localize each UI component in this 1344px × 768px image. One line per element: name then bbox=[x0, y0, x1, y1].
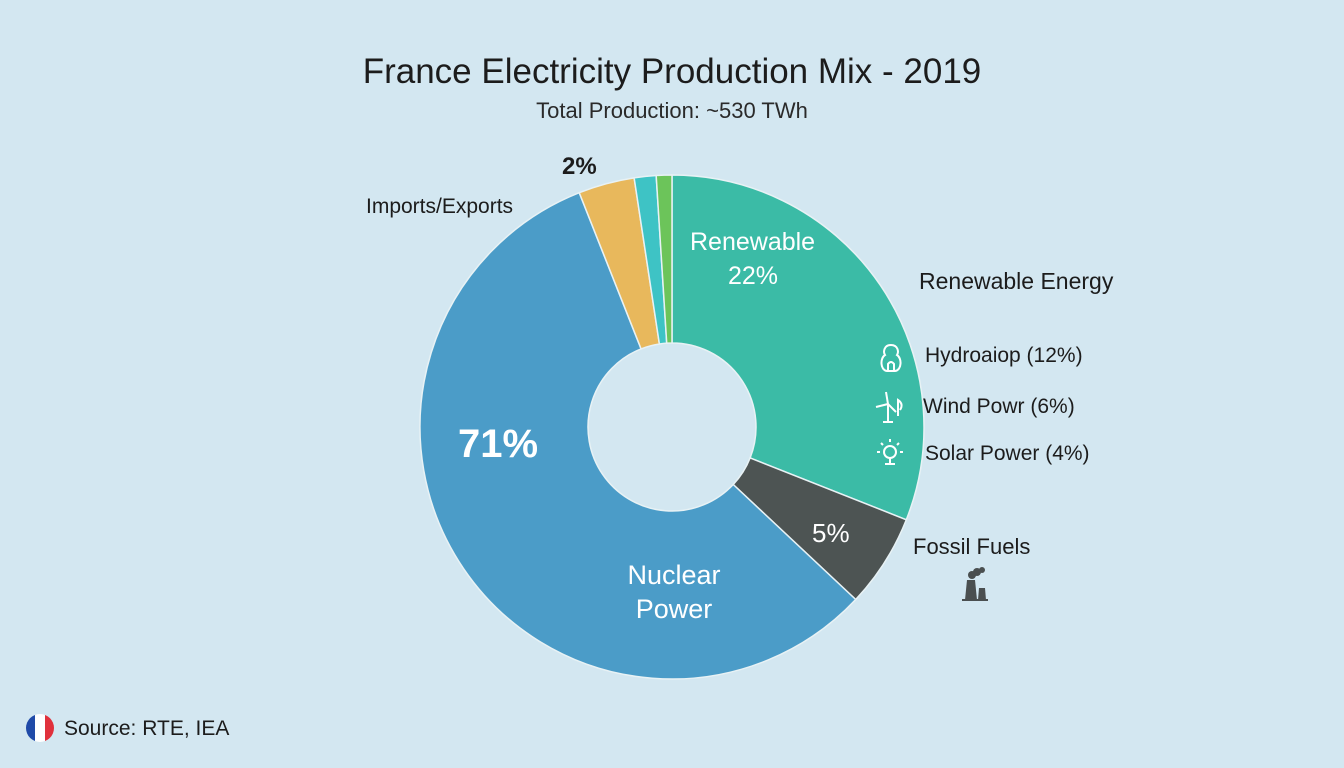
legend-item-hydro: Hydroaiop (12%) bbox=[925, 344, 1083, 367]
sun-icon bbox=[877, 439, 903, 465]
legend-item-wind: Wind Powr (6%) bbox=[923, 395, 1075, 418]
renewable-pct-label: 22% bbox=[728, 262, 779, 290]
nuclear-pct-label: 71% bbox=[458, 422, 539, 466]
chart-title: France Electricity Production Mix - 2019 bbox=[362, 52, 982, 91]
imports-pct-label: 2% bbox=[562, 153, 597, 180]
france-flag-icon bbox=[26, 714, 54, 742]
nuclear-label-line2: Power bbox=[635, 594, 713, 624]
nuclear-label-line1: Nuclear bbox=[627, 560, 721, 590]
source-note: Source: RTE, IEA bbox=[64, 717, 230, 740]
fossil-pct-label: 5% bbox=[812, 518, 850, 548]
legend-title: Renewable Energy bbox=[919, 268, 1114, 294]
imports-label: Imports/Exports bbox=[366, 195, 514, 218]
fossil-label: Fossil Fuels bbox=[913, 534, 1031, 559]
renewable-label: Renewable bbox=[690, 228, 816, 256]
factory-icon bbox=[962, 567, 988, 601]
legend-item-solar: Solar Power (4%) bbox=[925, 442, 1090, 465]
slice-renewable bbox=[671, 174, 925, 521]
hydro-droplet-icon bbox=[880, 343, 902, 372]
wind-turbine-icon bbox=[875, 391, 903, 423]
slice-minor-5 bbox=[655, 174, 673, 344]
chart-subtitle: Total Production: ~530 TWh bbox=[536, 98, 808, 123]
slice-nuclear-power bbox=[419, 191, 857, 680]
